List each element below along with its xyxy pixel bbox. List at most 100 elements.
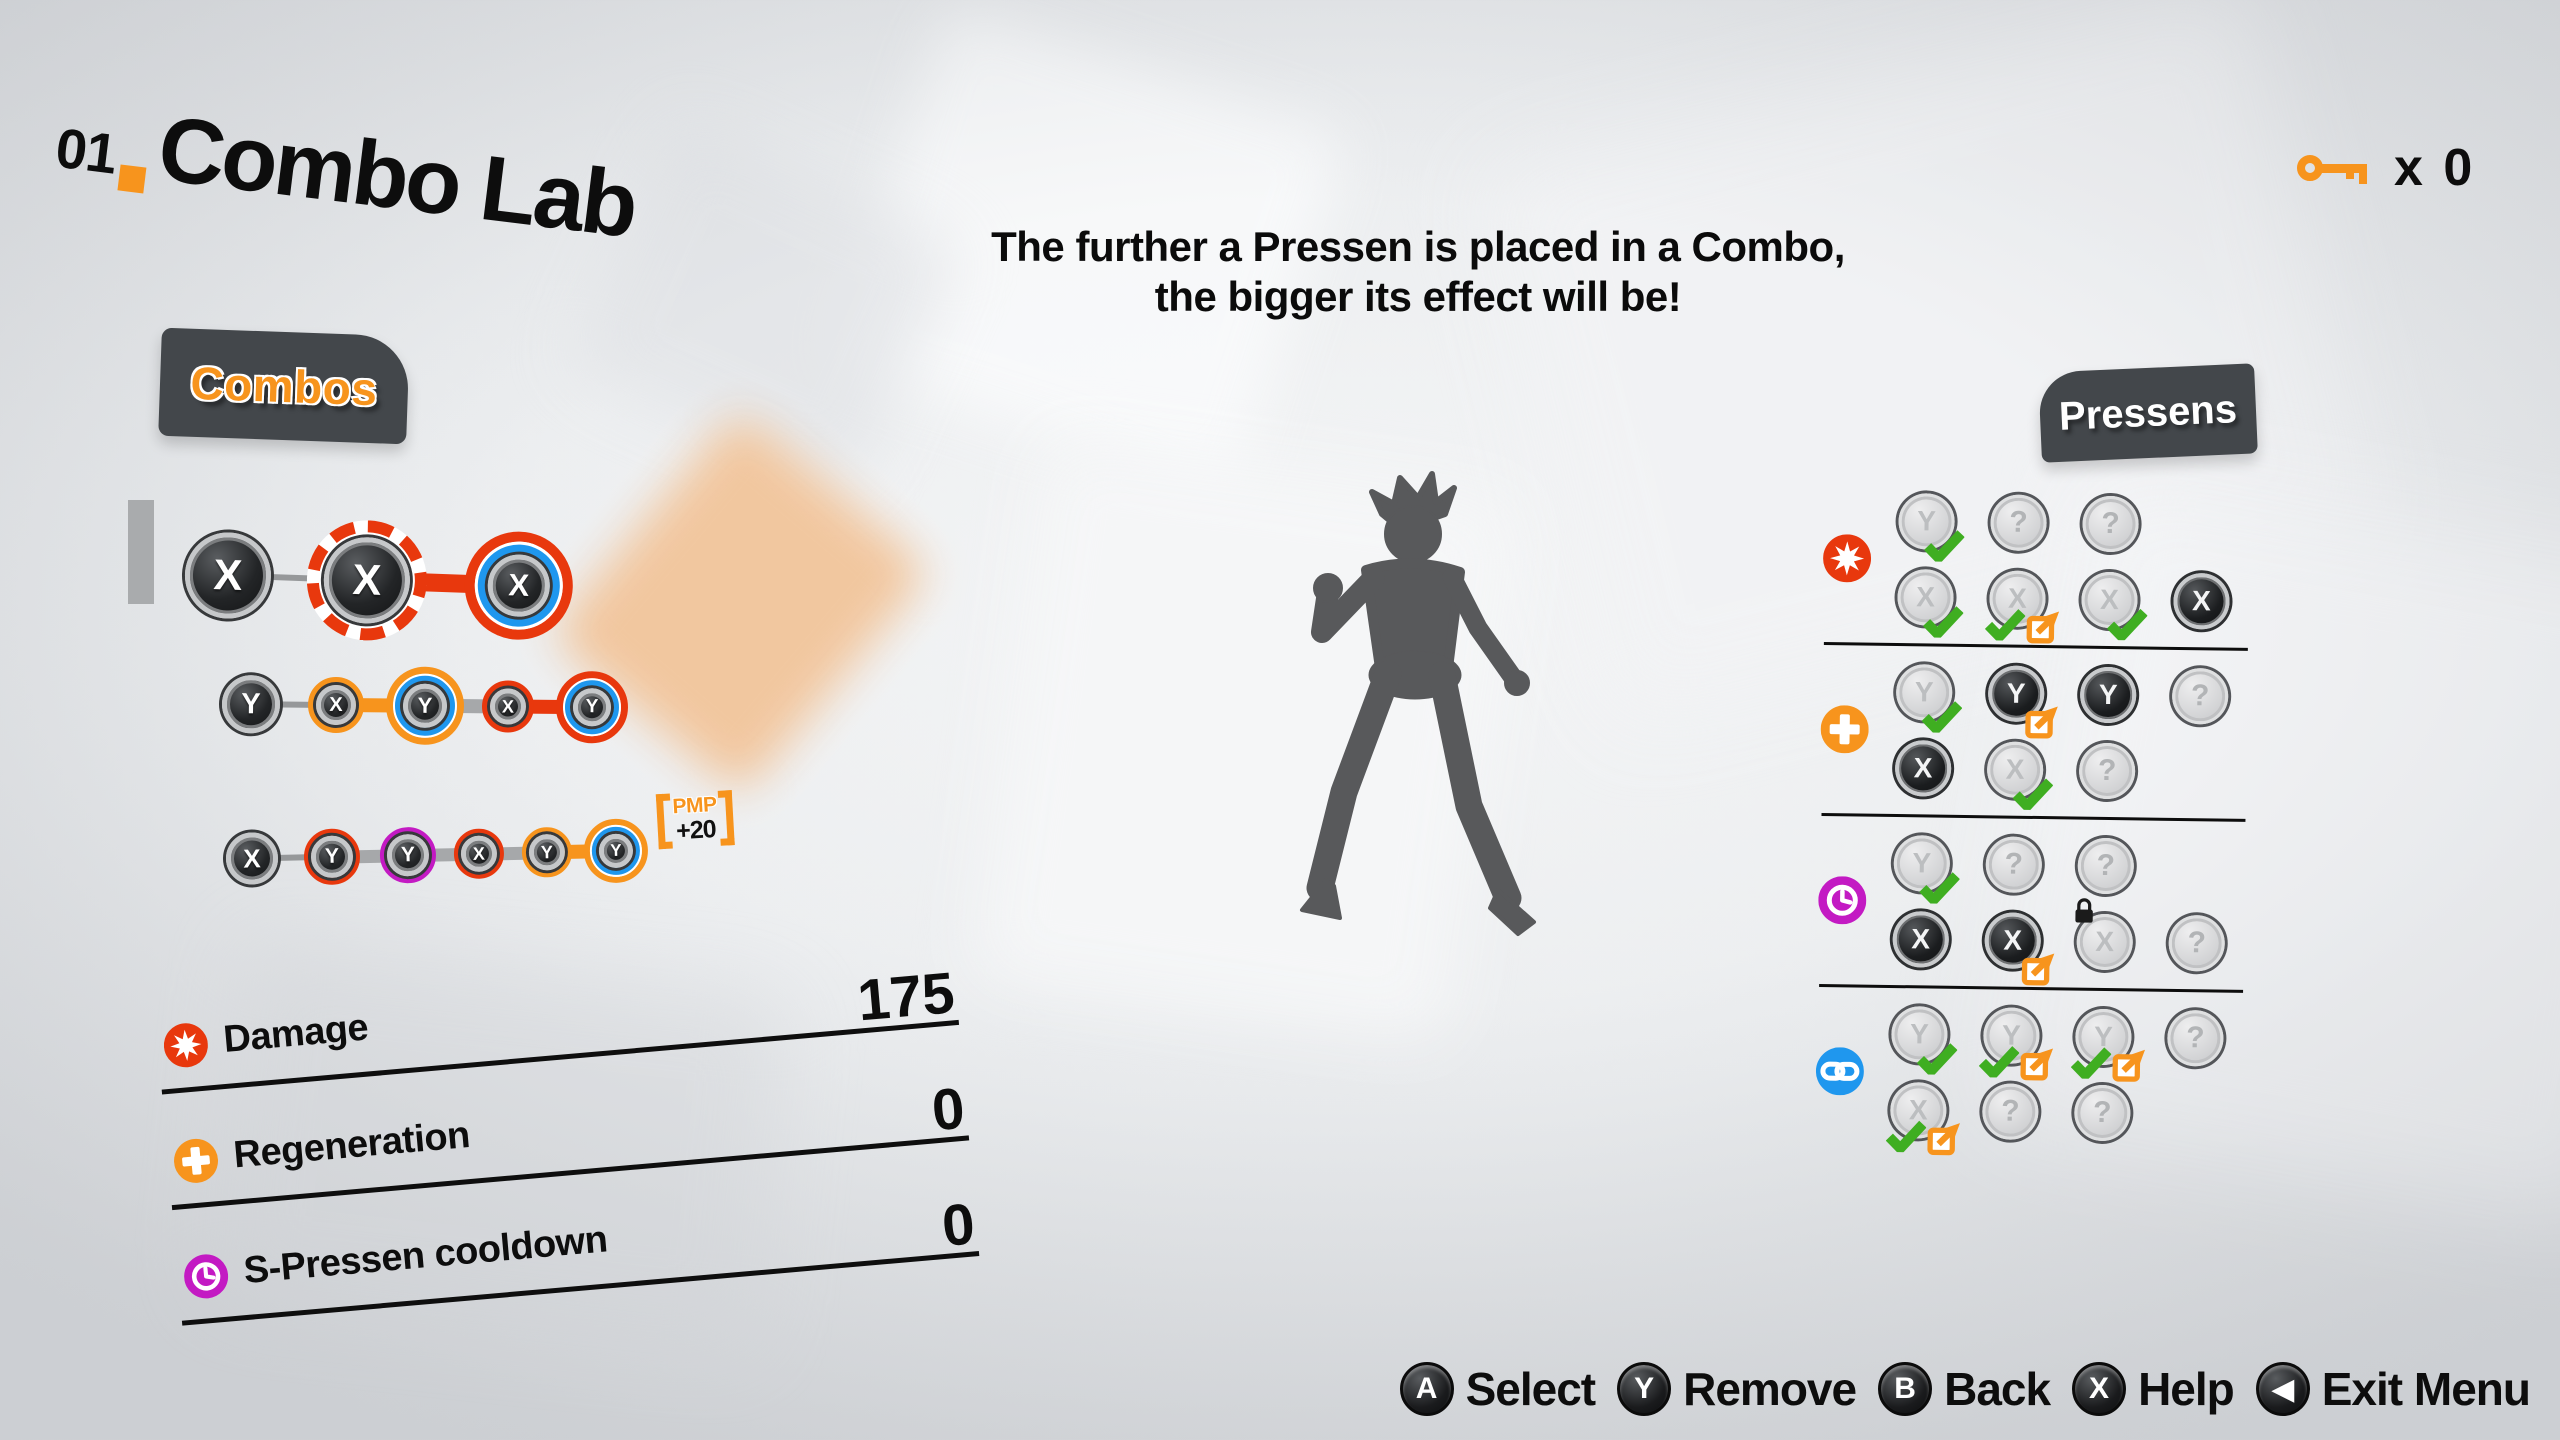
pressen-slot[interactable]: X <box>1986 741 2054 814</box>
pressen-slot[interactable]: Y <box>2079 666 2137 724</box>
check-icon <box>1923 529 1965 566</box>
title-dot <box>117 164 147 194</box>
pressen-slot[interactable]: ? <box>2171 667 2229 725</box>
combo-pressen-button[interactable]: Y <box>528 833 566 871</box>
pressen-letter: ? <box>2004 847 2024 881</box>
combo-pressen-button[interactable]: X <box>460 835 498 873</box>
pressen-button-face: ? <box>2171 667 2229 725</box>
pressen-slot[interactable]: ? <box>2077 837 2135 895</box>
legend-item-back[interactable]: B Back <box>1878 1362 2051 1416</box>
check-icon <box>2070 1047 2112 1083</box>
pressen-button-face: ? <box>2168 914 2226 972</box>
pressen-letter: ? <box>2000 1094 2020 1128</box>
pressen-slot[interactable]: ? <box>2168 914 2226 972</box>
pressen-slot[interactable]: Y <box>1898 493 1965 566</box>
pressen-slot[interactable]: ? <box>2167 1009 2224 1067</box>
check-icon <box>2106 608 2148 644</box>
pressen-button-face: X <box>2173 572 2230 630</box>
pressen-slot[interactable]: ? <box>1990 494 2047 552</box>
legend-action-label: Help <box>2138 1363 2235 1415</box>
pressen-letter: ? <box>2097 753 2117 788</box>
combo-pressen-button[interactable]: Y <box>598 833 634 869</box>
legend-item-select[interactable]: A Select <box>1399 1362 1596 1416</box>
pressen-slot[interactable]: X <box>1897 569 1964 642</box>
combo-pressen-letter: X <box>242 842 261 874</box>
pressen-slot[interactable]: X <box>2173 572 2230 630</box>
pressen-slot[interactable]: ? <box>2082 495 2139 553</box>
combo-row-3: X Y Y X Y Y PMP +20 <box>225 789 735 898</box>
pressen-slot[interactable]: Y <box>2070 1008 2146 1083</box>
pressen-row: Y Y Y? <box>1895 664 2268 739</box>
damage-burst-icon <box>162 1019 210 1068</box>
legend-item-exit-menu[interactable]: ◀ Exit Menu <box>2255 1362 2531 1416</box>
combo-pressen-button[interactable]: X <box>315 684 357 726</box>
pressen-button-face: ? <box>1985 836 2043 894</box>
pressen-letter: X <box>1913 752 1933 784</box>
pressens-inventory: Y?? X X X X Y Y Y? X X? Y?? X X X? Y Y Y? X?? <box>1815 492 2270 1156</box>
pressen-slot[interactable]: ? <box>1985 836 2043 894</box>
upgrade-icon <box>2019 1044 2058 1083</box>
pmp-bonus-badge: PMP +20 <box>655 789 735 849</box>
pressen-slot[interactable]: Y <box>1893 835 1960 908</box>
combo-cursor-ring: X <box>304 518 429 643</box>
combo-pressen-letter: Y <box>540 841 554 862</box>
tip-line-2: the bigger its effect will be! <box>1154 273 1682 321</box>
stat-value: 175 <box>854 960 958 1034</box>
legend-action-label: Remove <box>1683 1363 1857 1415</box>
check-icon <box>1885 1120 1927 1156</box>
pressen-slot[interactable]: X <box>1892 911 1950 968</box>
combo-pressen-letter: Y <box>241 687 261 720</box>
combo-pressen-button[interactable]: X <box>183 531 273 620</box>
pressen-slot[interactable]: ? <box>2073 1084 2131 1142</box>
check-icon <box>1978 1045 2020 1081</box>
pressen-slot[interactable]: Y <box>1987 665 2058 739</box>
gamepad-button-letter: A <box>1415 1372 1438 1405</box>
upgrade-icon <box>2025 607 2064 646</box>
pressen-letter: Y <box>2098 678 2118 711</box>
pressen-slot[interactable]: Y <box>1895 664 1963 737</box>
upgrade-icon <box>2024 702 2063 741</box>
combo-pressen-button[interactable]: Y <box>402 683 448 728</box>
pressen-row: X X? <box>1894 740 2267 814</box>
pressen-slot[interactable]: X <box>1885 1081 1960 1156</box>
combo-pressen-button[interactable]: Y <box>386 833 430 877</box>
pressen-slot[interactable]: X <box>1894 740 1952 797</box>
pressen-button-face: ? <box>2073 1084 2131 1142</box>
gamepad-button-icon: ◀ <box>2255 1362 2310 1416</box>
pressen-slot[interactable]: Y <box>1891 1005 1958 1079</box>
legend-item-help[interactable]: X Help <box>2072 1362 2235 1416</box>
pressen-group: Y?? X X X? <box>1817 834 2265 986</box>
pmp-badge-value: +20 <box>675 814 717 845</box>
upgrade-icon <box>2020 949 2059 988</box>
combo-pressen-button[interactable]: Y <box>572 688 612 727</box>
tip-line-1: The further a Pressen is placed in a Com… <box>991 223 1845 270</box>
pressen-ring: Y <box>591 826 641 876</box>
pressen-slot[interactable]: Y <box>1978 1007 2054 1081</box>
stat-label: Damage <box>221 1005 370 1061</box>
pressen-slot[interactable]: ? <box>2078 742 2136 800</box>
chain-link-icon <box>1815 1047 1865 1096</box>
gamepad-button-letter: X <box>2089 1372 2110 1405</box>
gamepad-button-letter: ◀ <box>2271 1372 2295 1406</box>
pressen-slot[interactable]: X <box>2075 898 2134 971</box>
gamepad-button-letter: Y <box>1634 1372 1655 1405</box>
title-text: Combo Lab <box>152 97 641 258</box>
combo-pressen-button[interactable]: Y <box>310 835 354 879</box>
gamepad-button-icon: B <box>1878 1362 1933 1416</box>
combo-pressen-button[interactable]: Y <box>221 675 281 734</box>
cooldown-clock-icon <box>1818 876 1867 925</box>
legend-item-remove[interactable]: Y Remove <box>1617 1362 1857 1416</box>
pressen-slot[interactable]: ? <box>1981 1083 2039 1141</box>
combo-pressen-button[interactable]: X <box>225 831 279 885</box>
gamepad-button-letter: B <box>1894 1372 1916 1405</box>
combo-pressen-button[interactable]: X <box>322 535 412 625</box>
pressen-ring: Y <box>521 826 573 878</box>
pressen-slot[interactable]: X <box>1984 912 2055 986</box>
pressen-slot[interactable]: X <box>1984 570 2060 644</box>
combo-pressen-button[interactable]: X <box>486 553 551 618</box>
pressen-slot[interactable]: X <box>2081 571 2148 644</box>
pressen-row: Y?? <box>1893 835 2265 908</box>
combo-pressen-button[interactable]: X <box>489 688 527 725</box>
combo-pressen-letter: Y <box>585 696 599 718</box>
pressen-letter: ? <box>2101 506 2120 541</box>
